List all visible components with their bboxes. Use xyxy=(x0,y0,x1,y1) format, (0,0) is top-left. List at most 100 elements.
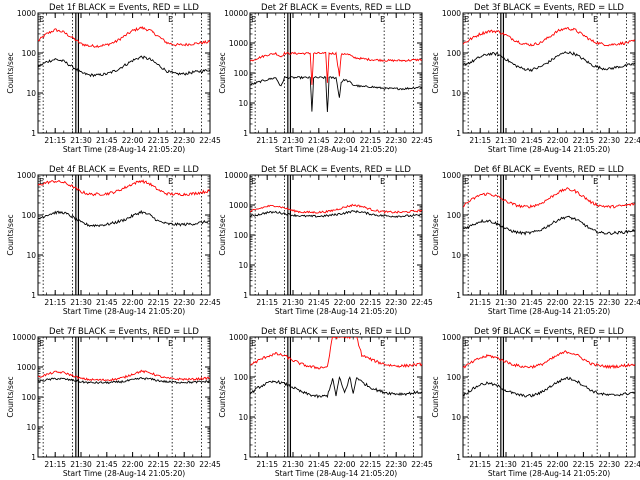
x-axis-label: Start Time (28-Aug-14 21:05:20) xyxy=(63,145,185,154)
x-tick-label: 21:15 xyxy=(469,136,491,145)
y-axis-label: Counts/sec xyxy=(218,214,227,255)
x-tick-label: 21:15 xyxy=(256,298,278,307)
event-marker: E xyxy=(39,339,44,348)
events-series-line xyxy=(463,51,635,73)
x-tick-label: 22:00 xyxy=(547,136,569,145)
y-tick-label: 10 xyxy=(451,413,461,422)
x-tick-label: 21:30 xyxy=(70,136,92,145)
y-tick-label: 100 xyxy=(22,211,37,220)
x-tick-label: 22:15 xyxy=(360,136,382,145)
chart-panel: Det 8f BLACK = Events, RED = LLD 1 10 100 10… xyxy=(218,327,433,478)
x-tick-label: 22:00 xyxy=(547,460,569,469)
x-tick-label: 22:30 xyxy=(173,136,195,145)
y-tick-label: 1000 xyxy=(17,9,36,18)
y-tick-label: 100 xyxy=(234,373,249,382)
x-tick-label: 22:15 xyxy=(360,460,382,469)
x-tick-label: 21:45 xyxy=(521,298,543,307)
y-axis-label: Counts/sec xyxy=(218,52,227,93)
x-tick-label: 21:45 xyxy=(96,460,118,469)
plot-frame xyxy=(249,336,423,458)
chart-panel: Det 7f BLACK = Events, RED = LLD 1 10 100 10… xyxy=(6,327,221,478)
y-tick-label: 10 xyxy=(238,413,248,422)
chart-title: Det 3f BLACK = Events, RED = LLD xyxy=(474,3,624,13)
x-tick-label: 21:15 xyxy=(256,460,278,469)
event-marker: E xyxy=(168,177,173,186)
y-axis-label: Counts/sec xyxy=(6,376,15,417)
x-axis-label: Start Time (28-Aug-14 21:05:20) xyxy=(275,469,397,478)
x-tick-label: 22:00 xyxy=(334,136,356,145)
x-tick-label: 21:30 xyxy=(495,298,517,307)
y-tick-label: 1 xyxy=(456,291,461,300)
x-tick-label: 22:15 xyxy=(148,136,170,145)
y-axis-label: Counts/sec xyxy=(6,52,15,93)
x-tick-label: 22:45 xyxy=(199,298,221,307)
x-tick-label: 21:45 xyxy=(308,136,330,145)
plot-frame xyxy=(249,174,423,296)
x-tick-label: 22:15 xyxy=(148,460,170,469)
y-tick-label: 1000 xyxy=(17,171,36,180)
chart-panel: Det 5f BLACK = Events, RED = LLD 1 10 100 10… xyxy=(218,165,433,316)
x-tick-label: 21:30 xyxy=(282,460,304,469)
chart-title: Det 9f BLACK = Events, RED = LLD xyxy=(474,327,624,337)
y-tick-label: 1 xyxy=(31,291,36,300)
event-marker: E xyxy=(380,177,385,186)
x-tick-label: 22:45 xyxy=(199,136,221,145)
event-marker: E xyxy=(380,15,385,24)
y-tick-label: 1 xyxy=(243,291,248,300)
event-marker: E xyxy=(168,15,173,24)
y-tick-label: 1 xyxy=(456,129,461,138)
x-axis-label: Start Time (28-Aug-14 21:05:20) xyxy=(63,307,185,316)
x-tick-label: 22:00 xyxy=(122,460,144,469)
x-tick-label: 21:15 xyxy=(256,136,278,145)
y-tick-label: 100 xyxy=(234,231,249,240)
events-series-line xyxy=(463,215,635,236)
y-tick-label: 100 xyxy=(234,69,249,78)
y-tick-label: 10 xyxy=(451,251,461,260)
plot-frame xyxy=(462,174,636,296)
plot-frame xyxy=(37,336,211,458)
events-series-line xyxy=(250,375,422,399)
chart-panel: Det 9f BLACK = Events, RED = LLD 1 10 100 10… xyxy=(431,327,640,478)
event-marker: E xyxy=(251,177,256,186)
y-tick-label: 10000 xyxy=(224,171,248,180)
y-tick-label: 1 xyxy=(456,453,461,462)
events-series-line xyxy=(250,75,422,113)
x-tick-label: 22:30 xyxy=(598,460,620,469)
x-tick-label: 21:15 xyxy=(44,460,66,469)
x-tick-label: 21:45 xyxy=(96,298,118,307)
x-tick-label: 22:15 xyxy=(573,298,595,307)
x-tick-label: 21:45 xyxy=(96,136,118,145)
event-marker: E xyxy=(464,15,469,24)
event-marker: E xyxy=(593,15,598,24)
x-tick-label: 21:30 xyxy=(282,136,304,145)
lld-series-line xyxy=(250,51,422,85)
event-marker: E xyxy=(39,177,44,186)
y-tick-label: 100 xyxy=(447,373,462,382)
y-tick-label: 1000 xyxy=(442,171,461,180)
x-tick-label: 22:30 xyxy=(385,460,407,469)
x-tick-label: 21:45 xyxy=(521,136,543,145)
y-axis-label: Counts/sec xyxy=(6,214,15,255)
x-tick-label: 21:30 xyxy=(282,298,304,307)
y-tick-label: 100 xyxy=(22,49,37,58)
x-tick-label: 22:00 xyxy=(122,136,144,145)
y-tick-label: 10 xyxy=(451,89,461,98)
x-tick-label: 21:45 xyxy=(521,460,543,469)
chart-title: Det 8f BLACK = Events, RED = LLD xyxy=(261,327,411,337)
x-axis-label: Start Time (28-Aug-14 21:05:20) xyxy=(488,307,610,316)
x-tick-label: 22:45 xyxy=(411,136,433,145)
x-tick-label: 22:15 xyxy=(573,460,595,469)
lld-series-line xyxy=(38,369,210,382)
event-marker: E xyxy=(39,15,44,24)
chart-panel: Det 3f BLACK = Events, RED = LLD 1 10 100 10… xyxy=(431,3,640,154)
y-tick-label: 1000 xyxy=(229,39,248,48)
y-tick-label: 1 xyxy=(243,129,248,138)
y-tick-label: 100 xyxy=(447,211,462,220)
x-axis-label: Start Time (28-Aug-14 21:05:20) xyxy=(275,307,397,316)
lld-series-line xyxy=(38,179,210,197)
y-axis-label: Counts/sec xyxy=(431,52,440,93)
lld-series-line xyxy=(250,203,422,214)
chart-panel: Det 1f BLACK = Events, RED = LLD 1 10 100 10… xyxy=(6,3,221,154)
x-tick-label: 22:45 xyxy=(624,298,640,307)
event-marker: E xyxy=(464,177,469,186)
